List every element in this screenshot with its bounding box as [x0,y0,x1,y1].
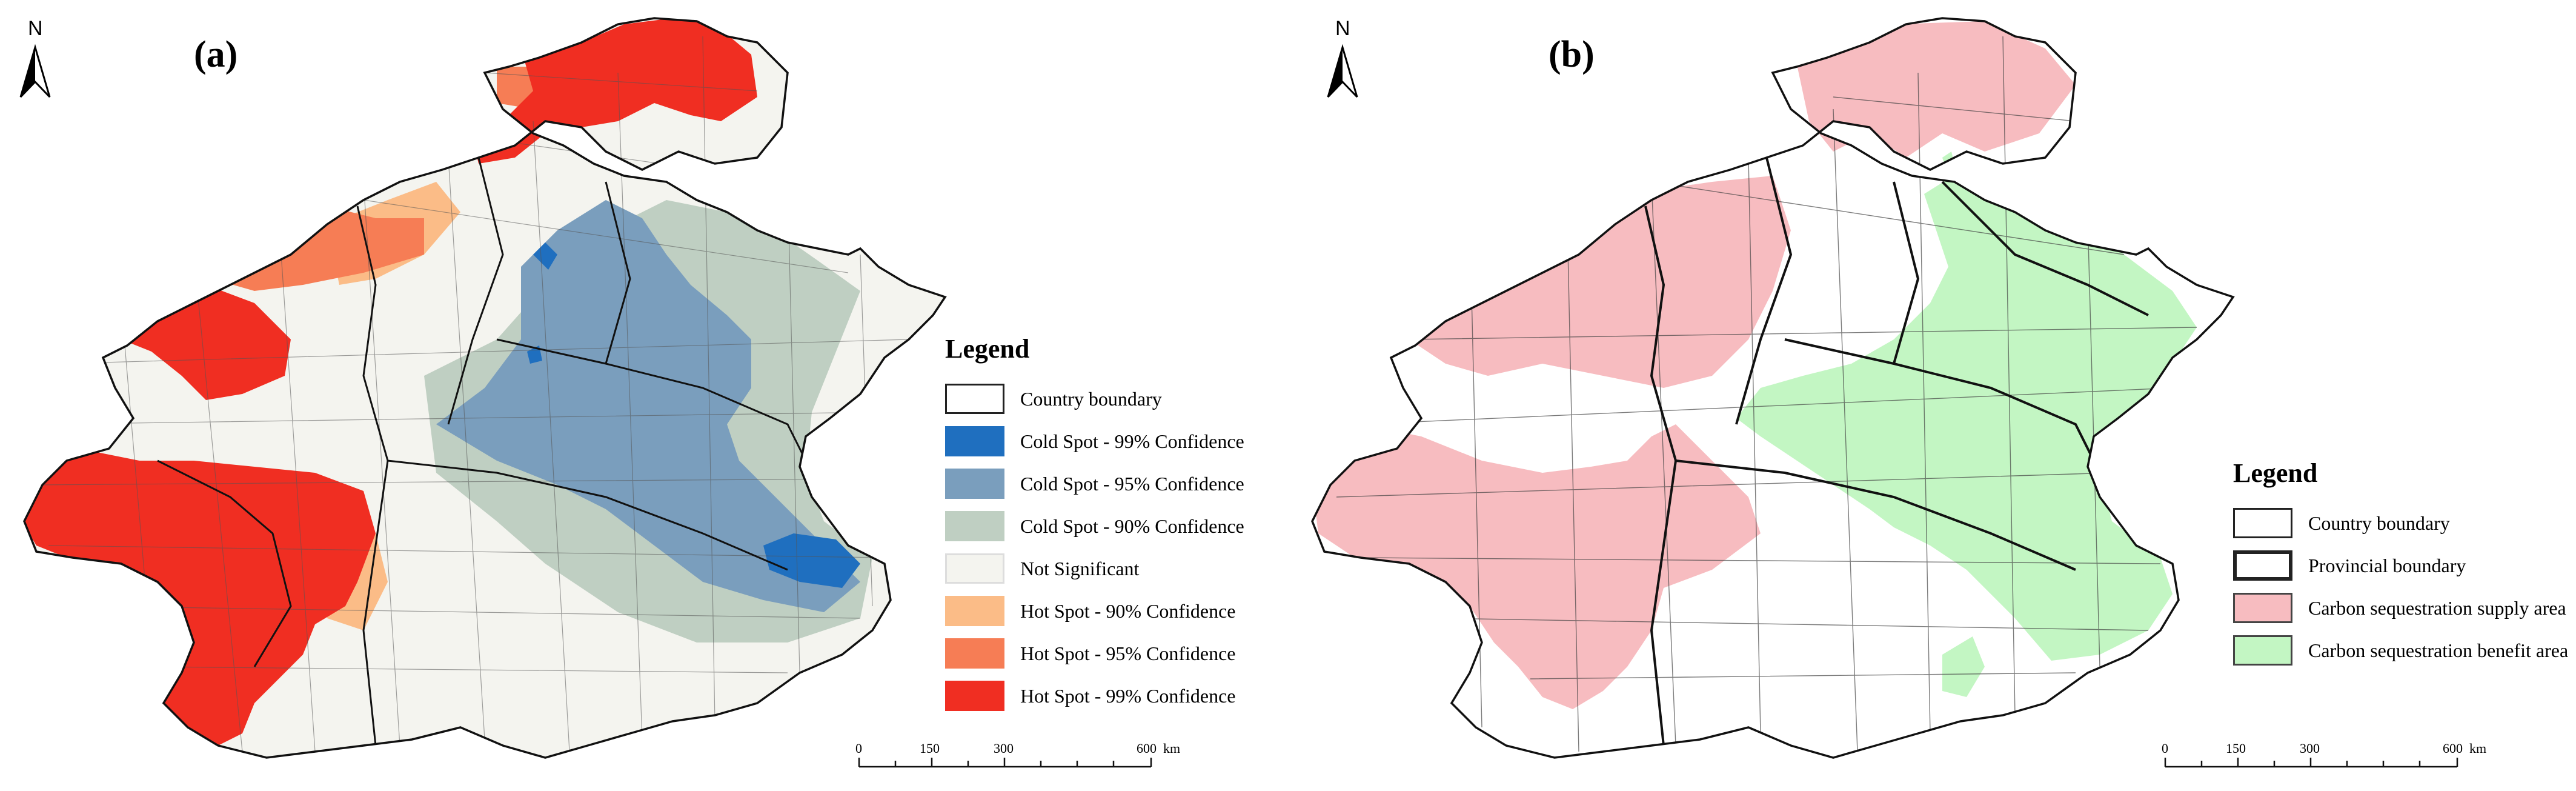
legend-title: Legend [2233,458,2318,488]
supply-benefit-map-b [1311,17,2458,768]
region-cold-99-north [533,242,557,270]
scale-tick-150: 150 [2226,741,2246,756]
supply-benefit-regions [1312,18,2233,758]
scale-tick-300: 300 [994,741,1014,756]
country-outline-b [1311,17,2235,759]
region-supply-northwest [1385,176,1791,388]
map-panel-b: N (b) 0 150 300 600 km Legend Country bo… [1288,0,2576,791]
county-boundaries [36,36,909,752]
legend-swatch [2233,508,2292,538]
legend-title: Legend [945,334,1030,364]
legend-item: Cold Spot - 99% Confidence [945,420,1244,462]
legend-label: Cold Spot - 95% Confidence [1020,472,1244,495]
scale-tick-0: 0 [855,741,862,756]
legend-item: Hot Spot - 90% Confidence [945,590,1244,632]
country-outline [23,17,947,759]
legend-item: Hot Spot - 99% Confidence [945,675,1244,717]
legend-label: Hot Spot - 99% Confidence [1020,684,1236,707]
legend-label: Carbon sequestration benefit area [2308,639,2569,661]
legend-label: Cold Spot - 90% Confidence [1020,515,1244,537]
legend-swatch [945,426,1004,456]
legend-label: Provincial boundary [2308,554,2466,576]
legend-item: Provincial boundary [2233,544,2568,587]
region-supply-southwest [1312,424,1761,709]
legend-swatch [945,638,1004,669]
legend-swatch [2233,635,2292,666]
region-cold-95 [436,200,860,612]
legend-item: Country boundary [2233,502,2568,544]
legend-swatch [945,681,1004,711]
legend-a: Legend Country boundary Cold Spot - 99% … [945,333,1244,717]
region-benefit-east [1736,164,2197,661]
legend-b: Legend Country boundary Provincial bound… [2233,458,2568,672]
panel-label-b: (b) [1549,34,1595,75]
scale-bar-b [2164,758,2458,768]
north-arrow-icon [1327,44,1358,98]
legend-item: Carbon sequestration supply area [2233,587,2568,629]
city-boundaries [1336,36,2197,752]
legend-label: Cold Spot - 99% Confidence [1020,430,1244,452]
scale-bar [858,758,1152,768]
scale-tick-300: 300 [2300,741,2320,756]
north-label: N [1335,17,1350,40]
legend-label: Not Significant [1020,557,1140,579]
region-benefit-south [1942,636,1985,697]
scale-tick-150: 150 [920,741,940,756]
legend-swatch [2233,593,2292,623]
legend-item: Carbon sequestration benefit area [2233,629,2568,672]
panel-label-a: (a) [194,34,238,75]
north-arrow-icon [19,44,51,98]
legend-swatch [945,596,1004,626]
hotspot-map-a [19,17,1152,768]
legend-swatch [945,469,1004,499]
legend-swatch [945,384,1004,414]
legend-swatch [2233,550,2292,581]
scale-tick-600: 600 [2443,741,2463,756]
legend-item: Country boundary [945,378,1244,420]
legend-label: Hot Spot - 95% Confidence [1020,642,1236,664]
legend-swatch [945,553,1004,584]
map-panel-a: N (a) 0 150 300 600 km Legend Country bo… [19,17,1244,768]
legend-item: Cold Spot - 95% Confidence [945,462,1244,505]
scale-tick-600: 600 [1137,741,1157,756]
legend-label: Country boundary [1020,387,1162,410]
legend-item: Cold Spot - 90% Confidence [945,505,1244,547]
province-boundaries-b [1644,157,2149,746]
region-cold-99-east [763,533,860,588]
scale-tick-0: 0 [2162,741,2168,756]
legend-item: Not Significant [945,547,1244,590]
legend-label: Country boundary [2308,512,2450,534]
scale-unit: km [2469,741,2487,756]
legend-item: Hot Spot - 95% Confidence [945,632,1244,675]
legend-label: Hot Spot - 90% Confidence [1020,599,1236,622]
scale-unit: km [1163,741,1181,756]
region-hot-99-southwest [24,449,376,752]
legend-swatch [945,511,1004,541]
province-boundaries [157,157,813,746]
legend-label: Carbon sequestration supply area [2308,596,2566,619]
north-label: N [28,17,43,40]
